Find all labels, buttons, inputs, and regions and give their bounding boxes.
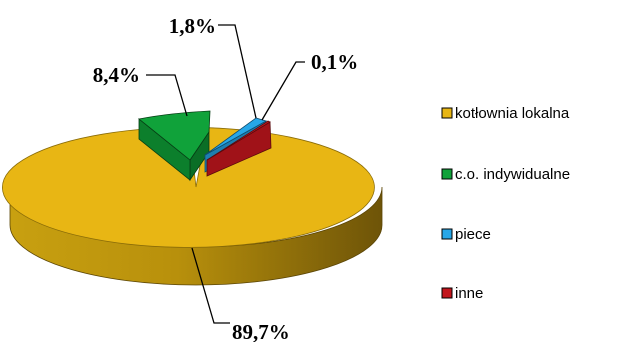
leader-line-inne <box>261 61 305 121</box>
slice-inne <box>206 120 272 177</box>
slice-kotlownia-lokalna-top <box>2 126 375 248</box>
legend-label-inne: inne <box>455 285 483 302</box>
legend-item-inne: inne <box>441 285 483 302</box>
legend-swatch-inne <box>441 287 453 299</box>
label-co-indywidualne: 8,4% <box>93 63 140 87</box>
label-kotlownia-lokalna: 89,7% <box>232 320 290 342</box>
slice-co-indywidualne <box>138 110 211 182</box>
slice-inne-top <box>206 120 271 161</box>
slice-piece-top <box>204 117 268 156</box>
label-piece: 1,8% <box>169 14 216 38</box>
leader-line-piece <box>218 24 257 119</box>
legend-label-kotlownia-lokalna: kotłownia lokalna <box>455 105 570 122</box>
leader-line-kotlownia-lokalna <box>191 247 230 324</box>
legend-label-co-indywidualne: c.o. indywidualne <box>455 166 570 183</box>
legend: kotłownia lokalna c.o. indywidualne piec… <box>441 105 570 302</box>
legend-item-piece: piece <box>441 226 491 243</box>
slice-co-indywidualne-top <box>138 110 211 161</box>
slice-kotlownia-lokalna <box>2 126 383 286</box>
legend-item-co-indywidualne: c.o. indywidualne <box>441 166 570 183</box>
legend-swatch-piece <box>441 228 453 240</box>
legend-swatch-kotlownia-lokalna <box>441 107 453 119</box>
legend-swatch-co-indywidualne <box>441 168 453 180</box>
leader-line-co-indywidualne <box>146 74 188 117</box>
label-inne: 0,1% <box>311 50 358 74</box>
legend-item-kotlownia-lokalna: kotłownia lokalna <box>441 105 570 122</box>
legend-label-piece: piece <box>455 226 491 243</box>
